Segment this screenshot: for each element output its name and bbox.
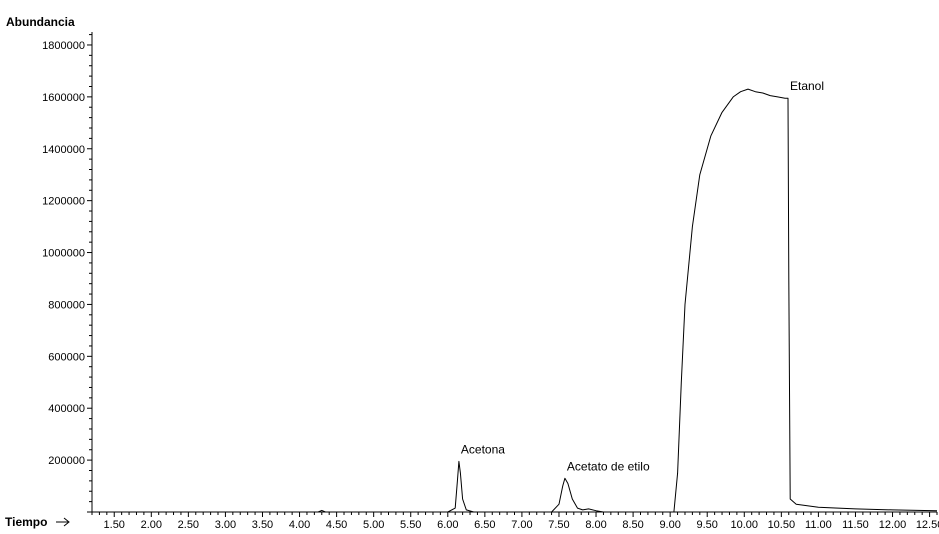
x-tick-label: 12.00 [879, 519, 907, 531]
x-axis-ticks: 1.50 2.00 2.50 3.00 3.50 4.00 4.50 5.00 5.50 6.00… [92, 512, 939, 531]
x-tick-label: 5.00 [363, 519, 384, 531]
y-axis-title: Abundancia [6, 15, 75, 29]
x-axis-title: Tiempo [5, 515, 47, 529]
x-tick-label: 6.00 [437, 519, 458, 531]
x-tick-label: 4.00 [289, 519, 310, 531]
y-axis-ticks: 200000 400000 600000 800000 1000000 1200000 14… [42, 35, 92, 512]
y-tick-label: 1600000 [42, 92, 85, 104]
axes-group [92, 32, 937, 512]
y-tick-label: 200000 [48, 455, 85, 467]
y-tick-label: 400000 [48, 403, 85, 415]
x-tick-label: 1.50 [104, 519, 125, 531]
peak-label: Acetona [461, 442, 505, 456]
chromatogram-trace [92, 89, 937, 512]
x-tick-label: 10.00 [731, 519, 759, 531]
x-tick-label: 9.50 [697, 519, 718, 531]
x-tick-label: 5.50 [400, 519, 421, 531]
y-tick-label: 600000 [48, 351, 85, 363]
peak-label: Etanol [790, 79, 824, 93]
x-tick-label: 6.50 [474, 519, 495, 531]
x-tick-label: 10.50 [768, 519, 796, 531]
x-tick-label: 11.50 [842, 519, 869, 531]
x-tick-label: 2.00 [141, 519, 162, 531]
x-tick-label: 9.00 [659, 519, 680, 531]
y-tick-label: 1400000 [42, 144, 85, 156]
x-tick-label: 7.50 [548, 519, 569, 531]
x-tick-label: 3.50 [252, 519, 273, 531]
y-tick-label: 1800000 [42, 40, 85, 52]
x-tick-label: 8.00 [585, 519, 606, 531]
y-tick-label: 1200000 [42, 196, 85, 208]
x-tick-label: 12.50 [916, 519, 939, 531]
x-tick-label: 8.50 [622, 519, 643, 531]
x-tick-label: 3.00 [215, 519, 236, 531]
y-tick-label: 1000000 [42, 248, 85, 260]
x-tick-label: 2.50 [178, 519, 199, 531]
plot-area [92, 89, 937, 512]
x-tick-label: 11.00 [805, 519, 832, 531]
x-tick-label: 7.00 [511, 519, 532, 531]
y-tick-label: 800000 [48, 299, 85, 311]
peak-label: Acetato de etilo [567, 459, 650, 473]
peak-annotations: Acetona Acetato de etilo Etanol [461, 79, 824, 473]
x-tick-label: 4.50 [326, 519, 347, 531]
x-axis-arrow-icon [56, 518, 69, 526]
